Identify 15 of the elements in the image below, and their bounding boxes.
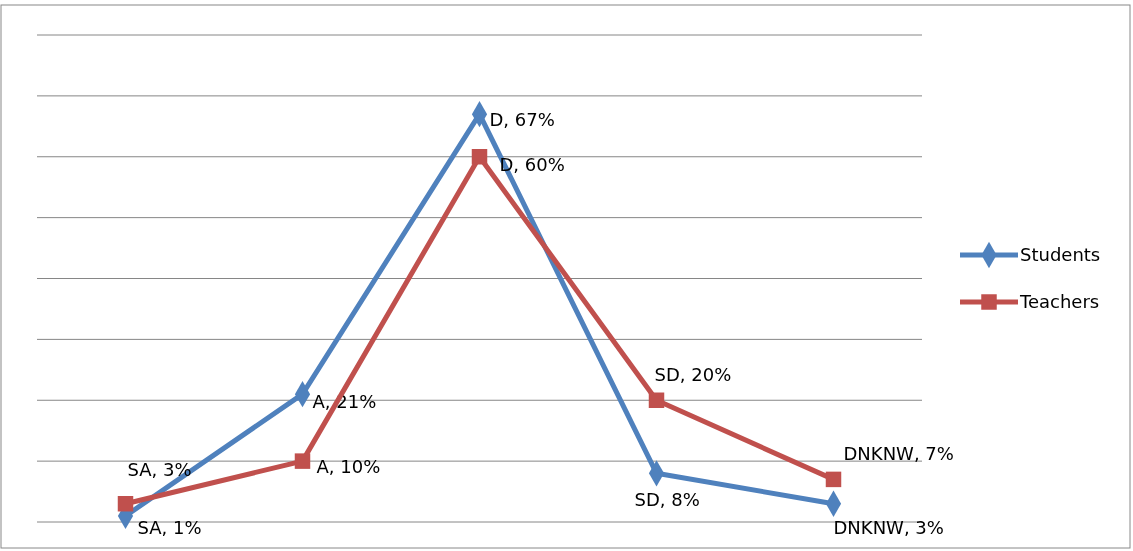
data-label: D, 67% — [489, 109, 555, 131]
legend-label: Students — [1020, 244, 1101, 266]
point — [471, 149, 488, 165]
point — [117, 495, 134, 512]
legend-label: Teachers — [1019, 291, 1100, 313]
data-label: DNKNW, 3% — [833, 517, 944, 539]
point — [825, 471, 842, 488]
data-label: SA, 3% — [127, 459, 192, 481]
point — [294, 453, 311, 469]
data-label: SA, 1% — [137, 517, 202, 539]
data-label: DNKNW, 7% — [843, 442, 954, 464]
point — [648, 392, 665, 408]
data-label: SD, 8% — [634, 488, 700, 510]
data-label: A, 10% — [316, 456, 381, 478]
data-label: SD, 20% — [654, 363, 732, 385]
